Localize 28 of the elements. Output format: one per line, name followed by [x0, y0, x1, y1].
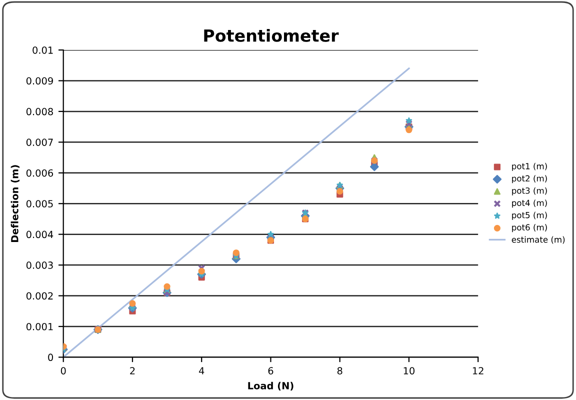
x-tick-label: 6	[268, 367, 274, 374]
y-tick-label: 0.001	[26, 322, 53, 330]
y-tick-label: 0.003	[26, 262, 53, 269]
x-tick-label: 10	[404, 367, 414, 374]
legend-label: pot4 (m)	[512, 200, 547, 208]
legend-label: estimate (m)	[512, 236, 565, 244]
y-axis-title: Deflection (m)	[10, 165, 20, 242]
y-tick-label: 0.01	[32, 46, 53, 54]
x-tick-label: 2	[130, 367, 135, 374]
y-tick-label: 0.006	[26, 169, 54, 177]
y-tick-label: 0.007	[26, 138, 53, 146]
y-tick-label: 0.005	[26, 200, 53, 208]
legend-label: pot3 (m)	[512, 187, 547, 196]
legend-label: pot1 (m)	[512, 162, 547, 171]
legend-label: pot6 (m)	[512, 224, 547, 232]
y-tick-label: 0.008	[26, 108, 53, 116]
y-tick-label: 0.004	[26, 230, 54, 238]
x-tick-label: 0	[60, 367, 66, 374]
chart-title: Potentiometer	[204, 29, 339, 42]
x-tick-label: 12	[472, 367, 484, 374]
y-tick-label: 0	[48, 354, 53, 362]
x-tick-label: 8	[337, 367, 342, 374]
x-axis-title: Load (N)	[248, 382, 294, 391]
x-tick-label: 4	[198, 367, 204, 374]
legend-label: pot2 (m)	[512, 175, 547, 184]
legend-label: pot5 (m)	[512, 212, 547, 220]
y-tick-label: 0.002	[26, 292, 53, 300]
y-tick-label: 0.009	[26, 77, 53, 85]
